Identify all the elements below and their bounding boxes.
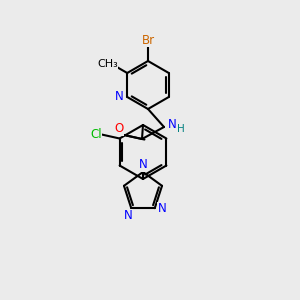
Text: CH₃: CH₃: [97, 59, 118, 69]
Text: N: N: [158, 202, 166, 215]
Text: Br: Br: [141, 34, 154, 46]
Text: N: N: [115, 91, 124, 103]
Text: N: N: [168, 118, 176, 130]
Text: N: N: [124, 209, 133, 222]
Text: Cl: Cl: [91, 128, 102, 141]
Text: O: O: [114, 122, 124, 136]
Text: H: H: [177, 124, 185, 134]
Text: N: N: [139, 158, 147, 172]
